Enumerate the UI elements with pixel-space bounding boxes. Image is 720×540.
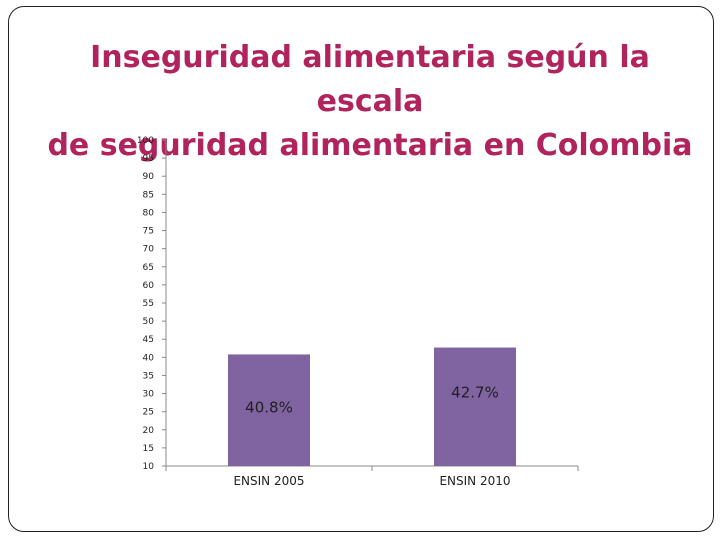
y-tick-label: 30 xyxy=(143,390,155,400)
y-tick-label: 90 xyxy=(143,172,155,182)
y-tick-label: 75 xyxy=(143,227,154,237)
chart-labels: 40.8% ENSIN 2005 42.7% ENSIN 2010 xyxy=(233,384,510,488)
y-tick-label: 50 xyxy=(143,317,155,327)
bar-2 xyxy=(434,347,516,466)
y-tick-label: 60 xyxy=(143,281,155,291)
y-tick-label: 100 xyxy=(137,136,154,146)
y-tick-label: 70 xyxy=(143,245,155,255)
data-label-1: 40.8% xyxy=(245,398,293,416)
slide-frame xyxy=(8,6,714,532)
y-tick-label: 80 xyxy=(143,208,155,218)
title-line-1: Inseguridad alimentaria según la escala xyxy=(90,40,650,119)
y-tick-label: 25 xyxy=(143,408,154,418)
y-tick-label: 45 xyxy=(143,335,154,345)
page-title: Inseguridad alimentaria según la escala … xyxy=(40,36,700,168)
x-category-label-2: ENSIN 2010 xyxy=(439,474,510,488)
title-line-2: de seguridad alimentaria en Colombia xyxy=(47,128,693,163)
y-tick-label: 95 xyxy=(143,154,154,164)
y-tick-label: 10 xyxy=(143,462,155,472)
bar-1 xyxy=(228,354,310,466)
x-category-label-1: ENSIN 2005 xyxy=(233,474,304,488)
y-tick-label: 85 xyxy=(143,190,154,200)
y-tick-label: 65 xyxy=(143,263,154,273)
chart-bars xyxy=(228,347,516,466)
chart-axes: 10 15 20 25 30 35 40 45 50 55 60 65 70 75 80 85 90 95 100 xyxy=(137,136,579,472)
y-tick-label: 40 xyxy=(143,353,155,363)
y-tick-label: 20 xyxy=(143,426,155,436)
y-tick-label: 35 xyxy=(143,371,154,381)
y-tick-label: 55 xyxy=(143,299,154,309)
data-label-2: 42.7% xyxy=(451,384,499,402)
y-tick-label: 15 xyxy=(143,444,154,454)
